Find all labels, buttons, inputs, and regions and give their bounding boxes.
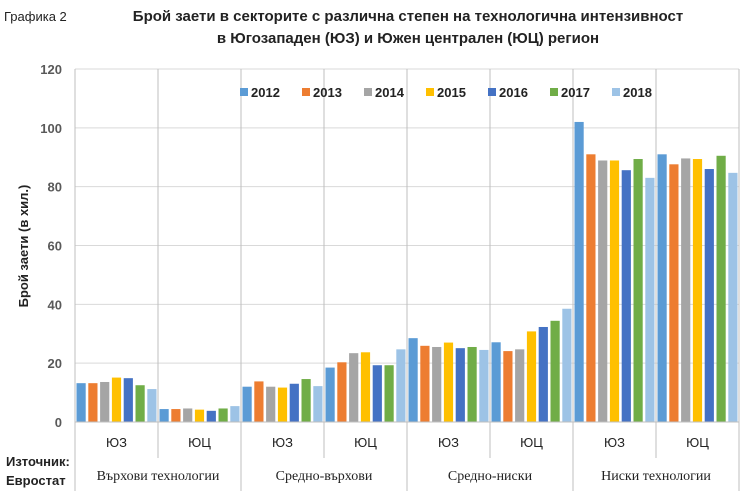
bar-2013 xyxy=(337,362,347,422)
bar-2018 xyxy=(645,177,655,422)
y-tick-label: 100 xyxy=(40,121,62,136)
y-tick-label: 40 xyxy=(48,297,62,312)
legend-swatch xyxy=(302,88,310,96)
chart-title: Брой заети в секторите с различна степен… xyxy=(133,8,683,25)
chart-subtitle: в Югозападен (ЮЗ) и Южен централен (ЮЦ) … xyxy=(217,30,599,47)
bar-2015 xyxy=(194,409,205,422)
bar-2015 xyxy=(609,160,620,422)
bar-2014 xyxy=(266,386,276,422)
y-tick-label: 60 xyxy=(48,239,62,254)
bar-2013 xyxy=(503,351,513,422)
bar-2012 xyxy=(408,338,418,422)
legend-swatch xyxy=(550,88,558,96)
bar-2015 xyxy=(443,342,454,422)
bar-2014 xyxy=(349,353,359,422)
x-tick-label: ЮЦ xyxy=(354,435,377,450)
y-tick-label: 20 xyxy=(48,356,62,371)
source-label: Източник: xyxy=(6,454,70,469)
bar-2017 xyxy=(218,408,228,422)
bar-2012 xyxy=(325,367,335,422)
bar-2017 xyxy=(384,365,394,422)
x-tick-label: ЮЗ xyxy=(106,435,127,450)
group-label: Средно-ниски xyxy=(448,469,533,484)
bar-2016 xyxy=(704,169,714,422)
bar-2018 xyxy=(728,172,738,422)
bar-2013 xyxy=(88,383,98,422)
y-axis-label: Брой заети (в хил.) xyxy=(16,185,31,308)
x-tick-label: ЮЦ xyxy=(686,435,709,450)
legend-label: 2017 xyxy=(561,85,590,100)
bar-2016 xyxy=(289,383,299,422)
bar-2015 xyxy=(526,331,537,422)
bar-2017 xyxy=(550,320,560,422)
bar-2015 xyxy=(692,159,703,422)
y-tick-label: 120 xyxy=(40,62,62,77)
bar-2018 xyxy=(147,389,157,422)
bar-2016 xyxy=(621,170,631,422)
y-tick-label: 80 xyxy=(48,180,62,195)
bar-2014 xyxy=(183,408,193,422)
bar-2014 xyxy=(100,381,110,422)
bar-2012 xyxy=(76,383,86,422)
bar-2017 xyxy=(135,385,145,422)
bar-2015 xyxy=(360,352,371,422)
bar-2014 xyxy=(681,158,691,422)
legend-swatch xyxy=(240,88,248,96)
legend-label: 2012 xyxy=(251,85,280,100)
bar-2018 xyxy=(562,308,572,422)
bar-2014 xyxy=(432,346,442,422)
bar-2014 xyxy=(515,349,525,422)
bar-2016 xyxy=(123,378,133,422)
bar-2017 xyxy=(716,155,726,422)
bar-2017 xyxy=(301,379,311,422)
bar-2013 xyxy=(171,409,181,422)
bar-2018 xyxy=(313,386,323,422)
bar-2012 xyxy=(159,409,169,422)
bar-2012 xyxy=(242,386,252,422)
bar-2016 xyxy=(206,410,216,422)
bar-2013 xyxy=(669,164,679,422)
bar-2015 xyxy=(277,387,288,422)
legend-label: 2013 xyxy=(313,85,342,100)
bar-2017 xyxy=(467,346,477,422)
figure-label: Графика 2 xyxy=(4,9,67,24)
bar-2018 xyxy=(396,349,406,422)
group-label: Ниски технологии xyxy=(601,469,711,484)
bar-2012 xyxy=(657,154,667,422)
bar-2014 xyxy=(598,160,608,422)
bar-2017 xyxy=(633,159,643,422)
x-tick-label: ЮЗ xyxy=(272,435,293,450)
x-tick-label: ЮЦ xyxy=(520,435,543,450)
legend-swatch xyxy=(364,88,372,96)
bar-2018 xyxy=(230,406,240,422)
legend-swatch xyxy=(488,88,496,96)
x-tick-label: ЮЦ xyxy=(188,435,211,450)
legend-swatch xyxy=(426,88,434,96)
y-tick-label: 0 xyxy=(55,415,62,430)
bar-2015 xyxy=(111,377,122,422)
x-tick-label: ЮЗ xyxy=(438,435,459,450)
bar-2018 xyxy=(479,349,489,422)
legend-label: 2015 xyxy=(437,85,466,100)
legend-label: 2014 xyxy=(375,85,405,100)
bar-2012 xyxy=(491,342,501,422)
legend-swatch xyxy=(612,88,620,96)
bar-2016 xyxy=(538,326,548,422)
group-label: Върхови технологии xyxy=(97,469,220,484)
bar-2012 xyxy=(574,121,584,422)
x-tick-label: ЮЗ xyxy=(604,435,625,450)
bar-2013 xyxy=(586,154,596,422)
bar-2016 xyxy=(372,365,382,422)
group-label: Средно-върхови xyxy=(276,469,373,484)
source-value: Евростат xyxy=(6,473,66,488)
bar-2013 xyxy=(420,345,430,422)
bar-2013 xyxy=(254,381,264,422)
bar-2016 xyxy=(455,348,465,422)
legend-label: 2018 xyxy=(623,85,652,100)
legend-label: 2016 xyxy=(499,85,528,100)
